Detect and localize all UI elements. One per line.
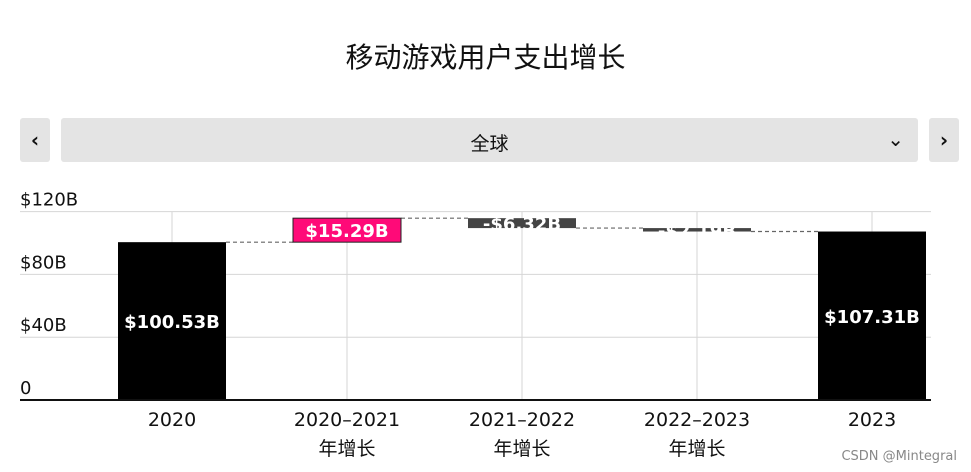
chevron-down-icon: ⌄ — [887, 127, 904, 151]
data-label: $100.53B — [124, 312, 220, 333]
data-label: -$6.32B — [483, 214, 561, 235]
region-selected-label: 全球 — [470, 133, 509, 155]
bar-increase — [292, 217, 402, 243]
chevron-left-icon: ‹ — [30, 128, 40, 152]
x-tick-label: 2020 — [148, 409, 196, 431]
x-tick-label: 2023 — [848, 409, 896, 431]
x-tick-label: 2021–2022 年增长 — [469, 409, 575, 460]
watermark: CSDN @Mintegral — [841, 449, 957, 464]
bar-total — [118, 242, 226, 400]
chevron-right-icon: › — [939, 128, 949, 152]
x-tick-label: 2022–2023 年增长 — [644, 409, 750, 460]
bar-total — [818, 231, 926, 400]
x-tick-label: 2020–2021 年增长 — [294, 409, 400, 460]
y-tick-label: $80B — [20, 252, 67, 273]
previous-button[interactable]: ‹ — [20, 118, 50, 162]
page-title: 移动游戏用户支出增长 — [345, 41, 626, 74]
y-tick-label: $40B — [20, 315, 67, 336]
bar-decrease — [643, 228, 751, 232]
y-tick-label: 0 — [20, 378, 31, 399]
data-label: $107.31B — [824, 307, 920, 328]
next-button[interactable]: › — [929, 118, 959, 162]
data-label: -$2.19B — [658, 221, 736, 242]
region-select[interactable]: 全球 ⌄ — [61, 118, 918, 162]
bar-decrease — [468, 218, 576, 229]
data-label: $15.29B — [305, 221, 388, 242]
y-tick-label: $120B — [20, 190, 78, 211]
